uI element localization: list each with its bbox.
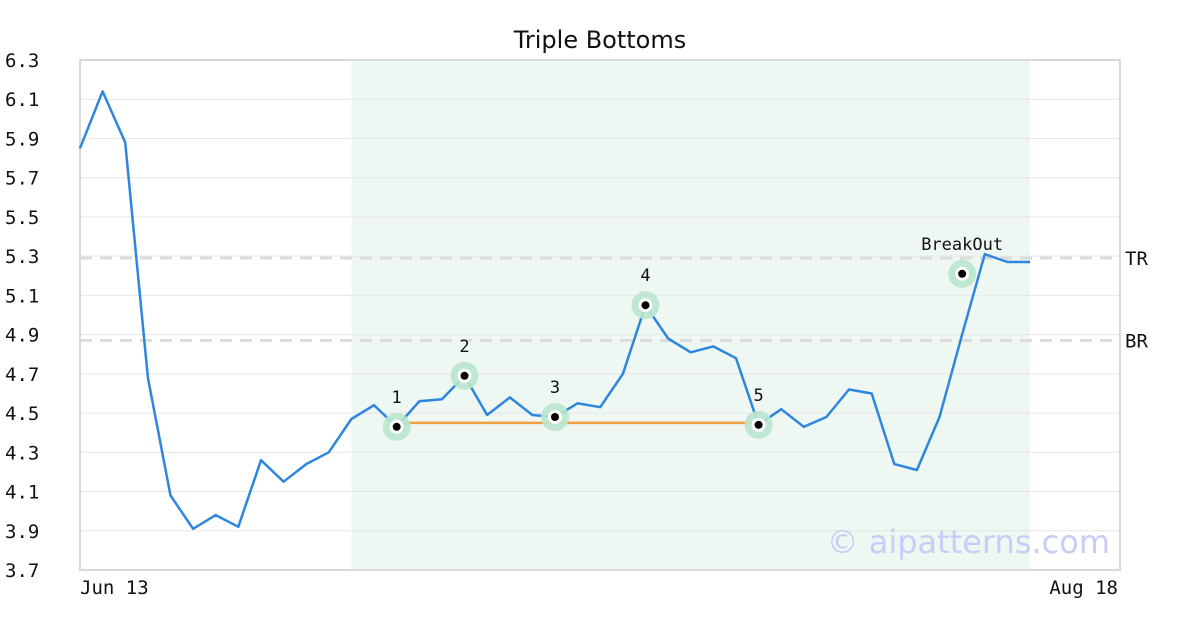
level-label-br: BR [1125, 331, 1148, 353]
level-lines-layer: TR BR [80, 248, 1148, 353]
level-label-tr: TR [1125, 248, 1148, 270]
y-tick-label: 5.7 [5, 168, 39, 190]
point-dot-2 [460, 371, 469, 380]
y-tick-label: 5.9 [5, 128, 39, 150]
y-tick-label: 3.9 [5, 521, 39, 543]
point-dot-1 [392, 422, 401, 431]
point-dot-5 [754, 420, 763, 429]
point-label-2: 2 [459, 337, 469, 357]
point-label-3: 3 [550, 378, 560, 398]
y-tick-label: 6.1 [5, 89, 39, 111]
pattern-region [351, 60, 1030, 570]
y-tick-label: 5.5 [5, 207, 39, 229]
watermark: © aipatterns.com [827, 523, 1110, 561]
y-tick-label: 6.3 [5, 50, 39, 72]
y-tick-label: 4.9 [5, 325, 39, 347]
x-tick-label-start: Jun 13 [80, 577, 149, 599]
y-tick-label: 3.7 [5, 560, 39, 582]
y-tick-label: 4.3 [5, 442, 39, 464]
y-tick-label: 4.5 [5, 403, 39, 425]
point-label-1: 1 [392, 388, 402, 408]
x-tick-label-end: Aug 18 [1049, 577, 1118, 599]
plot-frame [79, 59, 1121, 571]
y-tick-label: 5.1 [5, 285, 39, 307]
point-label-breakout: BreakOut [921, 235, 1003, 255]
plot-frame-layer [79, 59, 1121, 571]
pattern-region-layer [351, 60, 1030, 570]
y-tick-label: 4.1 [5, 482, 39, 504]
point-dot-breakout [958, 269, 967, 278]
point-dot-4 [641, 301, 650, 310]
axis-labels-layer: 6.3 6.1 5.9 5.7 5.5 5.3 5.1 4.9 4.7 4.5 4.3 4.1 3.9 3… [5, 50, 1118, 599]
point-dot-3 [551, 413, 559, 421]
point-label-4: 4 [640, 266, 650, 286]
pattern-points-layer: 1 2 3 4 5 BreakOut [382, 235, 1003, 441]
y-tick-label: 4.7 [5, 364, 39, 386]
point-label-5: 5 [753, 386, 763, 406]
chart-title: Triple Bottoms [513, 26, 687, 54]
y-tick-label: 5.3 [5, 246, 39, 268]
